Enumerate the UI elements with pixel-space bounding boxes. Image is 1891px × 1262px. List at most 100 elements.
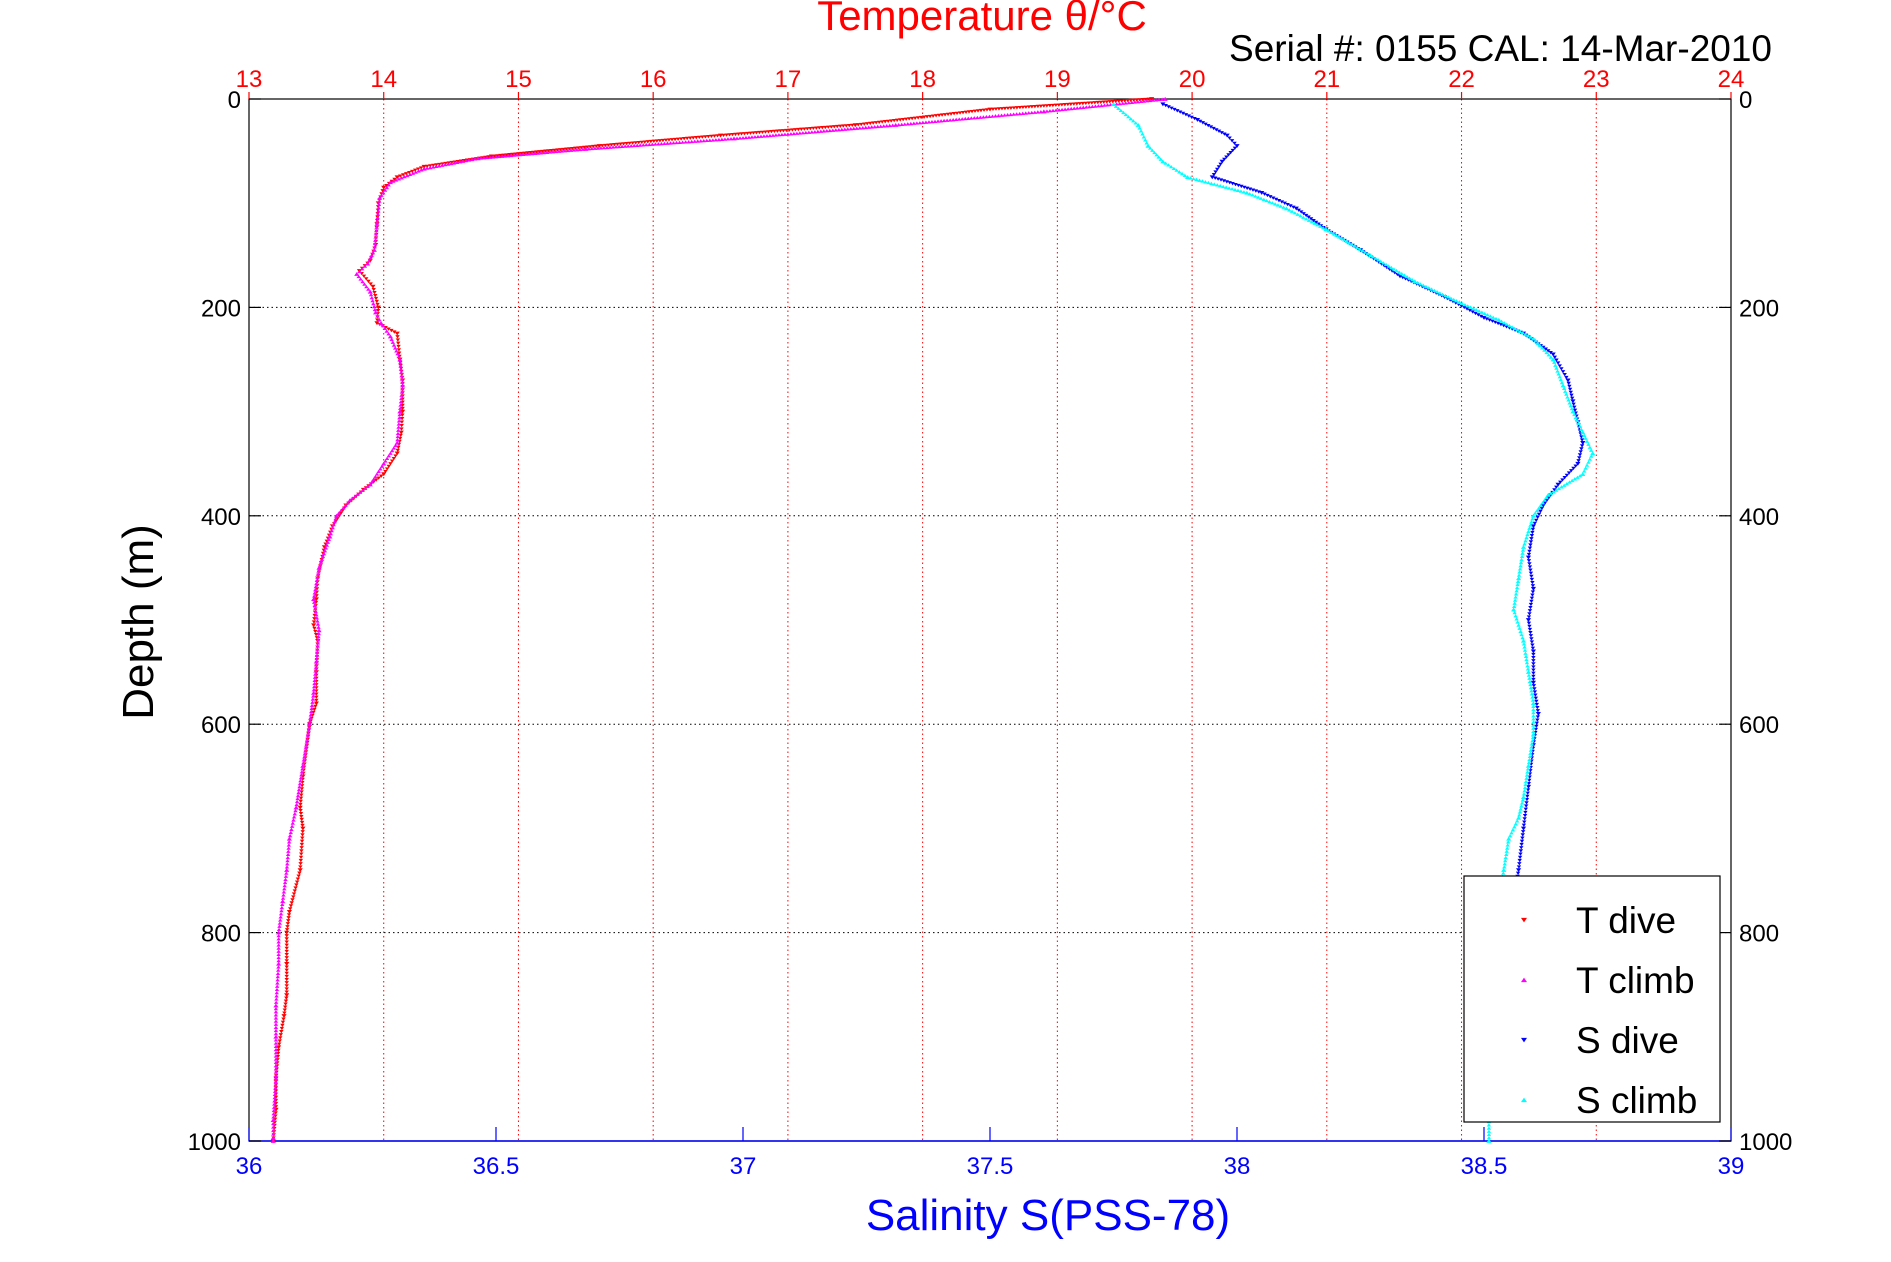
- data-point: [1415, 280, 1420, 285]
- data-point: [996, 113, 1001, 118]
- data-point: [1555, 369, 1560, 373]
- data-point: [388, 462, 393, 466]
- data-point: [300, 833, 305, 837]
- data-point: [381, 461, 387, 466]
- data-point: [1293, 206, 1299, 211]
- data-point: [1590, 451, 1596, 456]
- data-point: [1522, 648, 1528, 652]
- series-t-climb: [270, 96, 1168, 1143]
- data-point: [999, 113, 1004, 117]
- data-point: [297, 805, 303, 810]
- data-point: [1498, 322, 1504, 327]
- data-point: [375, 219, 380, 223]
- data-point: [278, 1033, 283, 1037]
- data-point: [304, 740, 309, 744]
- data-point: [1486, 1132, 1492, 1137]
- data-point: [1144, 99, 1150, 103]
- series-s-climb: [1110, 102, 1596, 1143]
- data-point: [405, 173, 410, 178]
- data-point: [540, 149, 545, 154]
- data-point: [293, 805, 299, 810]
- data-point: [314, 613, 319, 617]
- data-point: [1171, 166, 1177, 171]
- data-point: [1116, 106, 1121, 110]
- data-point: [1326, 229, 1331, 233]
- data-point: [278, 1036, 283, 1040]
- data-point: [884, 124, 889, 128]
- data-point: [1570, 399, 1576, 404]
- data-point: [1451, 297, 1456, 302]
- data-point: [883, 120, 888, 124]
- data-point: [373, 296, 379, 301]
- data-point: [300, 826, 306, 831]
- data-point: [1044, 104, 1050, 108]
- data-point: [370, 251, 376, 255]
- data-point: [1121, 110, 1126, 115]
- data-point: [1582, 433, 1587, 437]
- data-point: [1272, 202, 1278, 206]
- legend-marker: [1521, 1037, 1527, 1043]
- data-point: [1479, 310, 1485, 314]
- data-point: [893, 122, 899, 127]
- data-points: [270, 96, 1596, 1144]
- data-point: [1331, 232, 1336, 236]
- data-point: [624, 142, 629, 146]
- data-point: [930, 114, 936, 118]
- data-point: [284, 940, 289, 944]
- data-point: [1208, 125, 1214, 129]
- data-point: [1530, 695, 1535, 699]
- data-point: [1011, 106, 1017, 110]
- data-point: [293, 886, 298, 890]
- data-point: [1534, 724, 1539, 729]
- data-point: [948, 112, 954, 116]
- data-point: [1567, 384, 1572, 389]
- data-point: [562, 149, 568, 153]
- data-point: [1517, 858, 1522, 863]
- data-point: [866, 125, 871, 129]
- data-point: [272, 1102, 277, 1106]
- data-point: [1577, 424, 1583, 429]
- data-point: [511, 153, 517, 157]
- data-point: [359, 267, 365, 271]
- data-point: [1407, 276, 1412, 280]
- data-point: [332, 519, 337, 524]
- data-point: [345, 501, 350, 505]
- data-point: [1544, 498, 1550, 502]
- data-point: [1531, 723, 1536, 727]
- data-point: [1528, 748, 1534, 752]
- data-point: [502, 154, 508, 158]
- data-point: [394, 440, 400, 445]
- data-point: [298, 811, 304, 816]
- data-point: [1467, 308, 1473, 313]
- data-point: [371, 301, 376, 306]
- depth-tick-label-right: 1000: [1739, 1129, 1792, 1156]
- data-point: [282, 883, 287, 888]
- data-point: [284, 949, 289, 954]
- data-point: [969, 116, 974, 120]
- data-point: [622, 144, 628, 148]
- data-point: [1232, 141, 1237, 146]
- data-point: [993, 107, 999, 111]
- data-point: [399, 393, 404, 397]
- data-point: [628, 144, 634, 148]
- data-point: [316, 634, 321, 639]
- data-point: [1536, 512, 1542, 517]
- depth-tick-label-right: 0: [1739, 87, 1752, 114]
- data-point: [1504, 322, 1509, 326]
- data-point: [595, 146, 601, 150]
- data-point: [619, 144, 625, 149]
- data-point: [1514, 585, 1520, 590]
- data-point: [760, 130, 765, 134]
- data-point: [522, 151, 527, 155]
- data-point: [1250, 188, 1256, 192]
- data-point: [273, 1070, 279, 1074]
- data-point: [1179, 171, 1185, 176]
- data-point: [1517, 813, 1522, 817]
- data-point: [869, 125, 874, 129]
- data-point: [313, 606, 318, 611]
- data-point: [704, 138, 709, 143]
- data-point: [1548, 491, 1554, 495]
- data-point: [1259, 190, 1265, 195]
- data-point: [1567, 480, 1572, 484]
- data-point: [505, 154, 511, 158]
